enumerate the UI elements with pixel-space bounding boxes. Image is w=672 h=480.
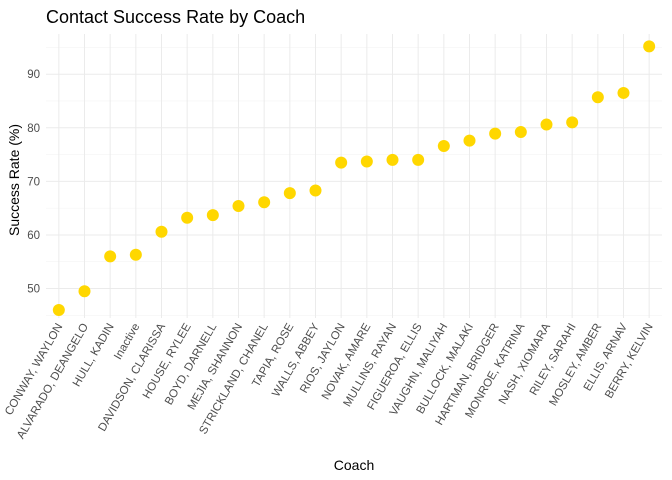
data-point: [232, 200, 245, 213]
data-point: [437, 139, 450, 152]
data-point: [489, 127, 502, 140]
data-point: [335, 156, 348, 169]
data-point: [258, 196, 271, 209]
data-point: [463, 134, 476, 147]
y-axis-title: Success Rate (%): [6, 124, 22, 236]
data-points: [52, 40, 656, 316]
data-point: [566, 116, 579, 129]
y-tick-labels: 50 60 70 80 90: [27, 69, 40, 295]
data-point: [309, 184, 322, 197]
data-point: [412, 153, 425, 166]
data-point: [155, 225, 168, 238]
y-tick-label: 70: [27, 176, 40, 188]
data-point: [591, 91, 604, 104]
data-point: [181, 211, 194, 224]
y-tick-label: 60: [27, 230, 40, 242]
data-point: [360, 155, 373, 168]
x-tick-label: BERRY, KELVIN: [603, 322, 656, 401]
data-point: [52, 303, 65, 316]
data-point: [540, 118, 553, 131]
data-point: [283, 187, 296, 200]
data-point: [643, 40, 656, 53]
gridlines: [46, 34, 662, 318]
data-point: [78, 285, 91, 298]
data-point: [206, 209, 219, 222]
y-tick-label: 50: [27, 284, 40, 296]
data-point: [104, 250, 117, 263]
y-tick-label: 90: [27, 69, 40, 81]
data-point: [617, 86, 630, 99]
data-point: [129, 248, 142, 261]
y-tick-label: 80: [27, 123, 40, 135]
data-point: [386, 153, 399, 166]
x-axis-title: Coach: [334, 457, 374, 473]
chart-title: Contact Success Rate by Coach: [46, 7, 305, 27]
data-point: [514, 126, 527, 139]
